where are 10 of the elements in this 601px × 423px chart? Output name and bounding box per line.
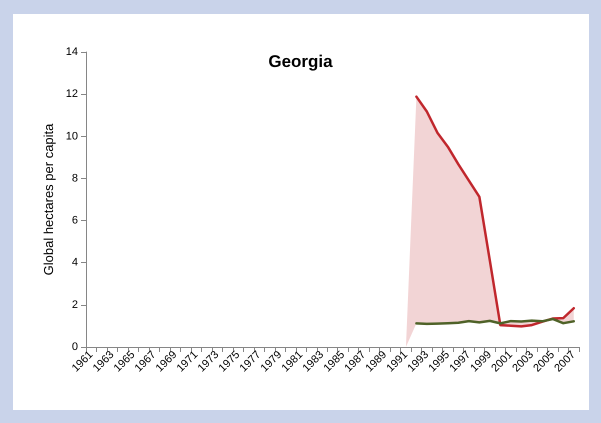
y-tick-label: 14: [66, 46, 78, 58]
y-axis-title: Global hectares per capita: [40, 122, 56, 276]
y-tick-label: 0: [72, 341, 78, 353]
y-tick-label: 8: [72, 172, 78, 184]
y-tick-label: 6: [72, 214, 78, 227]
chart-title: Georgia: [268, 52, 334, 71]
y-tick-label: 12: [66, 88, 78, 100]
y-tick-label: 4: [72, 256, 78, 269]
y-tick-label: 10: [66, 130, 78, 142]
y-tick-label: 2: [72, 298, 78, 311]
